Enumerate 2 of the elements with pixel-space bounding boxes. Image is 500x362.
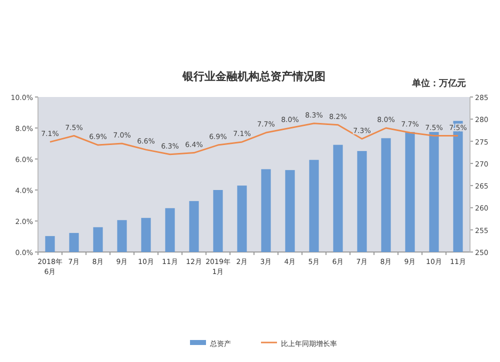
text: 单位：万亿元 [411, 78, 466, 89]
chart-title: 银行业金融机构总资产情况图 [182, 70, 326, 83]
